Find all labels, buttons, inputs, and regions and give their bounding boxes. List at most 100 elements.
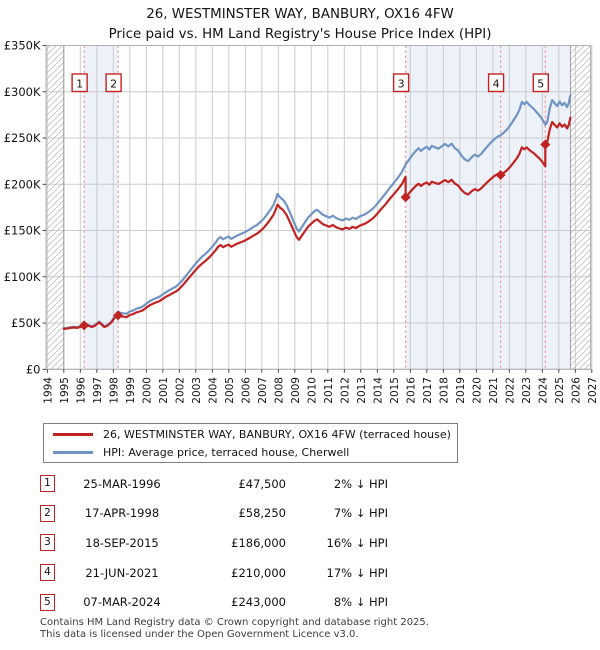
sale-vs-hpi: 7% ↓ HPI xyxy=(333,506,388,521)
sale-vs-hpi: 16% ↓ HPI xyxy=(326,535,388,550)
sale-price: £186,000 xyxy=(231,535,286,550)
sale-marker xyxy=(113,310,124,321)
legend-row-hpi: HPI: Average price, terraced house, Cher… xyxy=(44,444,457,460)
x-axis-label: 2021 xyxy=(488,377,500,404)
sale-vs-hpi: 2% ↓ HPI xyxy=(333,476,388,491)
sale-number-badge: 2 xyxy=(40,504,55,522)
footer-line-licence: This data is licensed under the Open Gov… xyxy=(40,628,359,640)
x-axis-label: 1994 xyxy=(42,377,54,404)
x-axis-label: 2009 xyxy=(290,377,302,404)
x-axis-label: 2003 xyxy=(191,377,203,404)
x-axis-label: 2022 xyxy=(504,377,516,404)
x-axis-label: 1999 xyxy=(125,377,137,404)
hpi-line-swatch xyxy=(53,450,93,454)
sale-date: 25-MAR-1996 xyxy=(83,476,161,491)
sale-date: 17-APR-1998 xyxy=(84,506,160,521)
x-axis-label: 2025 xyxy=(554,377,566,404)
footer-line-copyright: Contains HM Land Registry data © Crown c… xyxy=(40,617,429,628)
x-axis-label: 2006 xyxy=(240,377,252,404)
x-axis-label: 2013 xyxy=(356,377,368,404)
ownership-highlight-band xyxy=(405,45,571,370)
sale-number-badge: 3 xyxy=(40,534,55,552)
x-axis-label: 2002 xyxy=(174,377,186,404)
x-axis-label: 2026 xyxy=(570,377,582,404)
x-axis-label: 2001 xyxy=(158,377,170,404)
license-footer: Contains HM Land Registry data © Crown c… xyxy=(40,617,429,640)
x-axis-label: 2017 xyxy=(422,377,434,404)
x-axis-label: 2007 xyxy=(257,377,269,404)
x-axis-label: 2024 xyxy=(537,377,549,404)
sale-flag-number: 2 xyxy=(110,78,117,91)
sale-table-row: 5 07-MAR-2024 £243,000 8% ↓ HPI xyxy=(40,587,560,617)
sale-number-badge: 4 xyxy=(40,564,55,582)
sale-price: £210,000 xyxy=(231,565,286,580)
price-paid-line-swatch xyxy=(53,432,93,436)
y-axis-label: £0 xyxy=(26,362,41,376)
sale-marker xyxy=(79,320,90,331)
sale-vs-hpi: 8% ↓ HPI xyxy=(333,595,388,610)
sale-table-row: 3 18-SEP-2015 £186,000 16% ↓ HPI xyxy=(40,528,560,558)
x-axis-label: 2011 xyxy=(323,377,335,404)
sale-flag-number: 5 xyxy=(537,78,544,91)
no-data-hatch-region xyxy=(569,45,592,370)
x-axis-label: 2000 xyxy=(141,377,153,404)
sale-price: £47,500 xyxy=(238,476,286,491)
x-axis-label: 2014 xyxy=(372,377,384,404)
y-axis-label: £150K xyxy=(4,224,41,238)
x-axis-label: 1995 xyxy=(59,377,71,404)
x-axis-label: 2016 xyxy=(405,377,417,404)
hpi-line xyxy=(62,94,572,330)
x-axis-label: 1996 xyxy=(75,377,87,404)
sale-marker xyxy=(495,170,506,181)
sale-date: 07-MAR-2024 xyxy=(83,595,161,610)
y-axis-label: £50K xyxy=(11,316,41,330)
sale-date: 21-JUN-2021 xyxy=(85,565,159,580)
plot-border xyxy=(45,45,592,370)
sale-table-row: 1 25-MAR-1996 £47,500 2% ↓ HPI xyxy=(40,469,560,499)
sale-date: 18-SEP-2015 xyxy=(85,535,159,550)
x-axis-label: 2027 xyxy=(587,377,599,404)
legend-label-hpi: HPI: Average price, terraced house, Cher… xyxy=(103,445,350,459)
y-axis-label: £200K xyxy=(4,177,41,191)
x-axis-label: 2008 xyxy=(273,377,285,404)
price-chart: 1 2 3 4 5 £0 £50K £100K £150K £200K £250K £300K £350… xyxy=(4,39,599,404)
sale-marker xyxy=(540,139,551,150)
sale-marker xyxy=(400,192,411,203)
x-axis-label: 2015 xyxy=(389,377,401,404)
sale-number-badge: 5 xyxy=(40,593,55,611)
sale-flag-box xyxy=(392,73,410,93)
sale-price: £243,000 xyxy=(231,595,286,610)
sale-flag-box xyxy=(532,73,549,93)
sale-table-row: 2 17-APR-1998 £58,250 7% ↓ HPI xyxy=(40,499,560,529)
page-title: 26, WESTMINSTER WAY, BANBURY, OX16 4FW xyxy=(146,7,454,22)
page-subtitle: Price paid vs. HM Land Registry's House … xyxy=(108,26,492,42)
x-axis-label: 2005 xyxy=(224,377,236,404)
x-axis-label: 2012 xyxy=(339,377,351,404)
x-axis-label: 1997 xyxy=(92,377,104,404)
sale-flag-number: 4 xyxy=(493,78,500,91)
x-axis-label: 2018 xyxy=(438,377,450,404)
sale-price: £58,250 xyxy=(238,506,286,521)
x-axis-label: 2023 xyxy=(521,377,533,404)
sale-vs-hpi: 17% ↓ HPI xyxy=(326,565,388,580)
chart-legend: 26, WESTMINSTER WAY, BANBURY, OX16 4FW (… xyxy=(43,423,458,463)
x-axis-label: 2004 xyxy=(207,377,219,404)
y-axis-label: £350K xyxy=(4,39,41,53)
x-axis-label: 2020 xyxy=(471,377,483,404)
legend-label-price-paid: 26, WESTMINSTER WAY, BANBURY, OX16 4FW (… xyxy=(103,427,451,441)
sales-table: 1 25-MAR-1996 £47,500 2% ↓ HPI 2 17-APR-1998 £… xyxy=(40,469,560,617)
y-axis-label: £100K xyxy=(4,270,41,284)
sale-flag-box xyxy=(487,73,505,93)
no-data-hatch-region xyxy=(45,45,65,370)
chart-title-block: 26, WESTMINSTER WAY, BANBURY, OX16 4FW P… xyxy=(0,5,600,44)
sale-flag-box xyxy=(71,73,88,93)
x-axis-label: 2019 xyxy=(455,377,467,404)
sale-flag-number: 3 xyxy=(398,78,405,91)
x-axis-label: 1998 xyxy=(108,377,120,404)
sale-number-badge: 1 xyxy=(40,475,55,493)
legend-row-price-paid: 26, WESTMINSTER WAY, BANBURY, OX16 4FW (… xyxy=(44,426,457,442)
sale-table-row: 4 21-JUN-2021 £210,000 17% ↓ HPI xyxy=(40,558,560,588)
y-axis-label: £250K xyxy=(4,131,41,145)
x-axis-label: 2010 xyxy=(306,377,318,404)
